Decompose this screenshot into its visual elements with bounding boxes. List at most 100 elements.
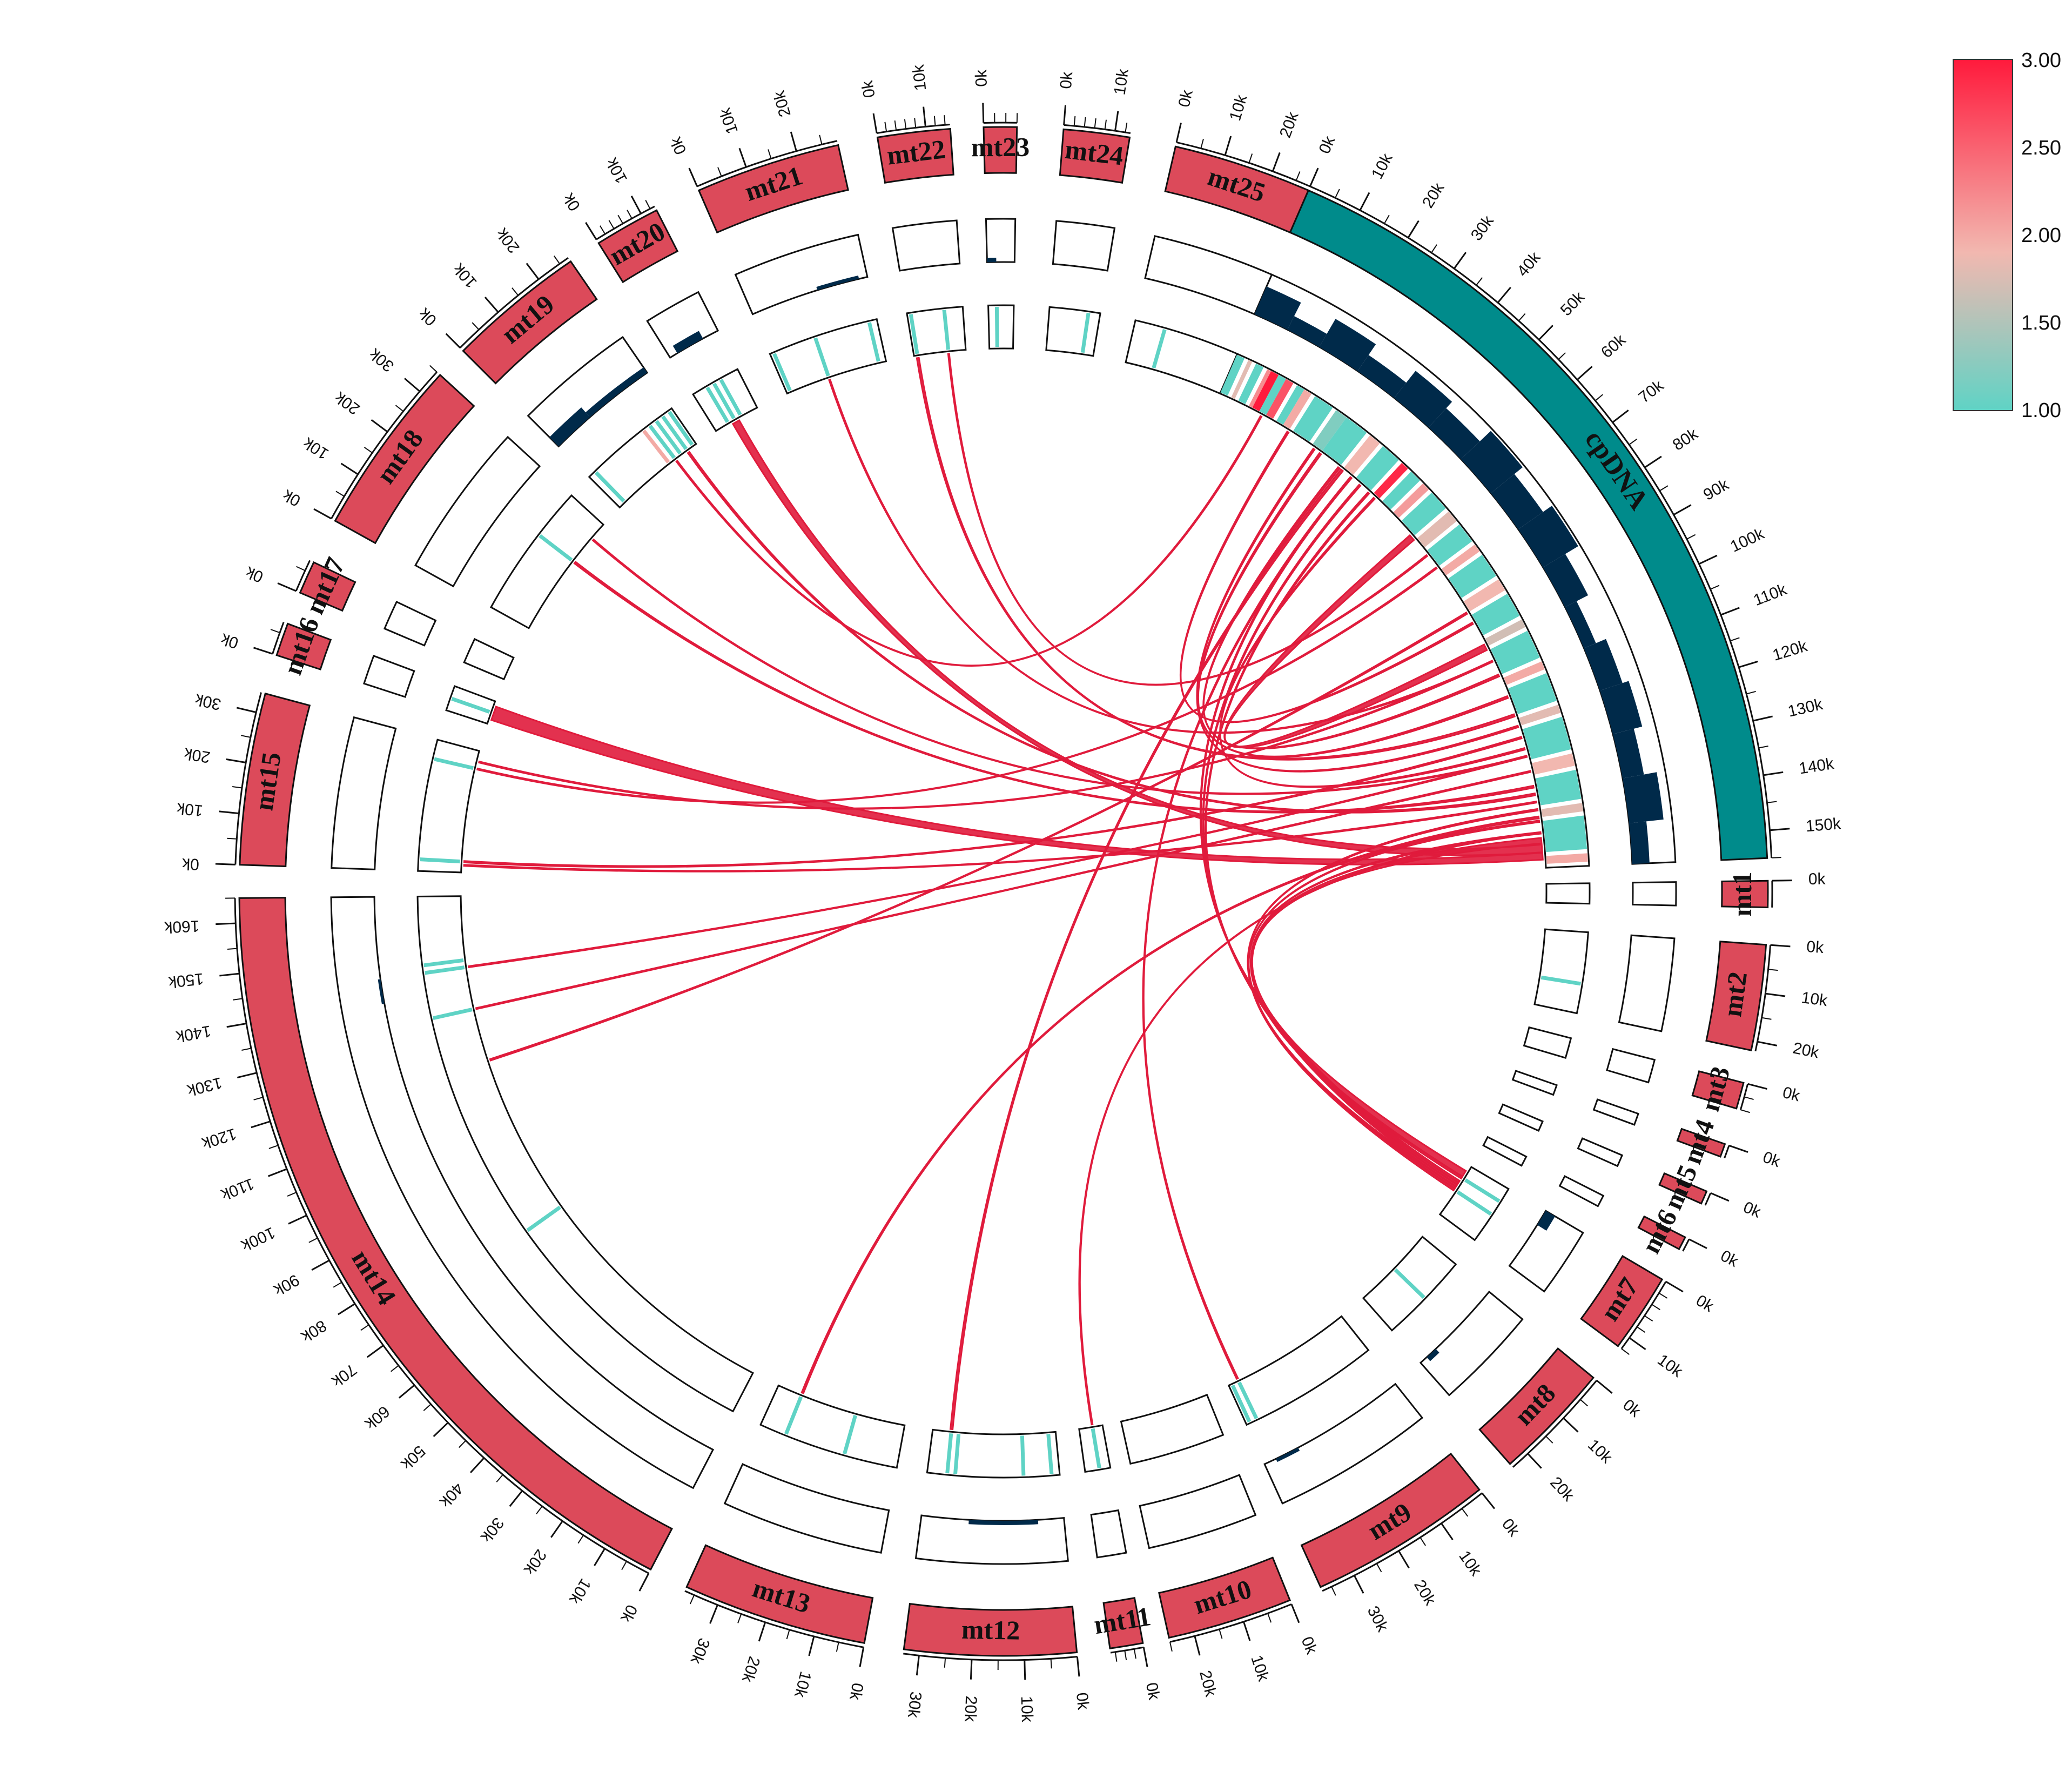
link-ribbon (1179, 430, 1474, 723)
minor-tick (512, 287, 519, 296)
ideogram-band (1637, 1215, 1686, 1251)
heat-track-frame (926, 1428, 1061, 1479)
cp-heat-segment (1322, 417, 1367, 465)
major-tick (311, 1259, 330, 1271)
heat-mark (1046, 1434, 1054, 1474)
major-tick (1076, 1656, 1080, 1677)
minor-tick (1331, 1586, 1336, 1596)
gc-bar (1254, 286, 1301, 330)
ideogram-band (1580, 1254, 1664, 1347)
gc-bar (378, 979, 385, 1004)
major-tick (709, 1605, 718, 1624)
link-ribbon (1078, 831, 1542, 1426)
heat-track-frame (759, 1384, 906, 1469)
cp-heat-segment (1259, 375, 1286, 415)
major-tick (790, 131, 797, 152)
cp-heat-segment (1463, 579, 1505, 612)
minor-tick (232, 786, 243, 789)
minor-tick (1658, 1292, 1668, 1299)
major-tick (277, 582, 297, 592)
major-tick (1481, 1492, 1496, 1509)
heat-track-frame (417, 739, 481, 874)
minor-tick (1767, 801, 1777, 803)
tick-label: 110k (218, 1174, 257, 1204)
tick-label: 90k (1700, 475, 1732, 504)
cp-heat-segment (1471, 594, 1520, 635)
tick-label: 30k (904, 1690, 925, 1719)
major-tick (1629, 1337, 1646, 1351)
major-tick (1353, 1575, 1364, 1594)
tick-label: 20k (1791, 1039, 1821, 1062)
major-tick (219, 972, 240, 977)
chromosome-mt2: 0k 10k 20k mt2 (1705, 938, 1829, 1062)
major-tick (1644, 455, 1662, 468)
cp-heat-segment (1417, 511, 1457, 547)
minor-tick (241, 735, 251, 738)
tick-label: 0k (617, 1602, 641, 1626)
link-ribbon (1223, 534, 1488, 749)
minor-tick (227, 837, 237, 840)
gc-bar (1287, 316, 1327, 347)
minor-tick (1580, 1399, 1588, 1407)
chromosome-mt1: 0k mt1 (1721, 870, 1826, 917)
gc-track-frame (1606, 1048, 1656, 1084)
tick-label: 10k (1368, 150, 1396, 182)
tick-axis (1620, 1281, 1667, 1350)
link-ribbon (800, 815, 1540, 1394)
gc-track-frame (1144, 235, 1273, 316)
minor-tick (1730, 637, 1740, 642)
tick-axis (1176, 142, 1311, 187)
major-tick (916, 1655, 920, 1676)
heat-mark (668, 411, 694, 446)
minor-tick (1637, 1326, 1646, 1333)
major-tick (1747, 1083, 1767, 1090)
tick-label: 0k (1297, 1634, 1321, 1657)
major-tick (338, 1303, 355, 1316)
ideogram-band (1705, 941, 1767, 1051)
tick-label: 10k (603, 155, 631, 186)
tick-label: 80k (298, 1317, 329, 1346)
major-tick (340, 462, 359, 475)
major-tick (594, 1548, 606, 1566)
ideogram-band (1158, 1556, 1291, 1639)
gc-bar (1491, 474, 1543, 529)
heat-mark (1456, 1190, 1492, 1216)
link-ribbon (949, 468, 1344, 1431)
major-tick (526, 263, 540, 280)
minor-tick (1518, 313, 1526, 321)
heat-mark (423, 958, 464, 968)
major-tick (366, 1345, 384, 1358)
major-tick (1688, 1238, 1707, 1249)
tick-label: 20k (520, 1546, 549, 1578)
chromosome-label: mt6 (1636, 1204, 1683, 1258)
ideogram-band (1721, 880, 1769, 909)
major-tick (1612, 410, 1629, 424)
cp-heat-segment (1382, 471, 1420, 509)
cp-heat-segment (1546, 853, 1588, 864)
cp-heat-segment (1541, 803, 1583, 817)
heat-mark (661, 415, 688, 451)
major-tick (1359, 192, 1370, 211)
link-ribbon (828, 379, 1494, 734)
tick-label: 150k (167, 969, 204, 991)
tick-axis (1064, 124, 1131, 134)
links-layer (463, 353, 1544, 1431)
heat-mark (539, 534, 573, 562)
tick-axis (876, 123, 950, 134)
cp-heat-segment (1283, 390, 1312, 429)
minor-tick (608, 220, 615, 229)
minor-tick (1629, 438, 1638, 445)
heat-mark (425, 965, 465, 975)
ideogram-band (876, 127, 954, 184)
minor-tick (1659, 485, 1669, 492)
tick-label: 10k (1247, 1653, 1273, 1684)
cp-heat-segment (1441, 544, 1480, 575)
tick-label: 10k (910, 63, 930, 91)
tracks-layer (330, 218, 1677, 1565)
tick-axis (1754, 945, 1772, 1052)
major-tick (237, 1072, 257, 1079)
tick-label: 0k (1693, 1292, 1717, 1316)
